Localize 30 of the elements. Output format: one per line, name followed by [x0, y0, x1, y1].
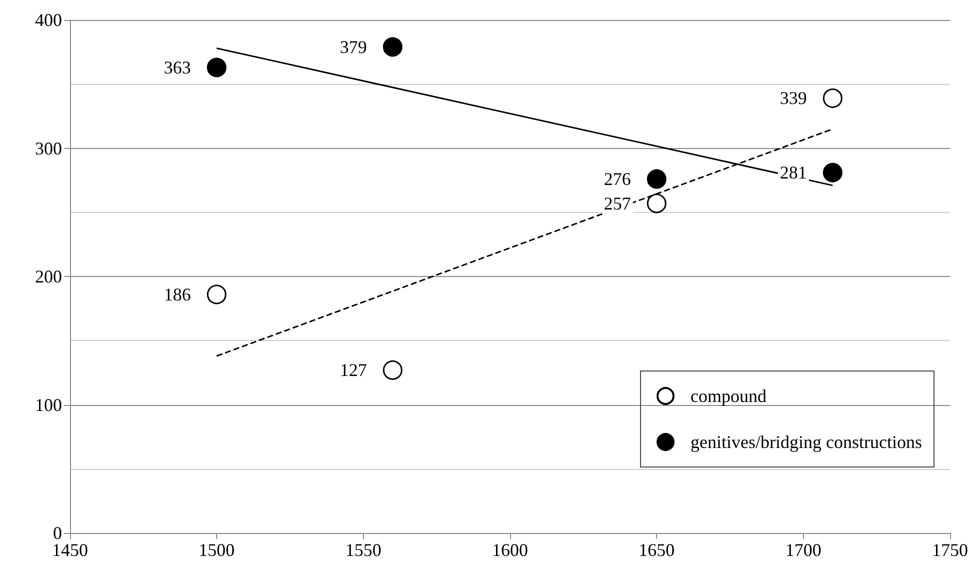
point — [382, 37, 402, 57]
point — [206, 58, 226, 78]
x-tick-label: 1700 — [785, 540, 822, 560]
data-label: 281 — [780, 162, 807, 183]
data-label: 257 — [604, 193, 631, 214]
x-tick-label: 1750 — [932, 540, 968, 560]
point — [822, 88, 842, 108]
x-tick-label: 1600 — [492, 540, 528, 560]
y-tick-label: 100 — [35, 394, 62, 415]
x-tick-label: 1450 — [52, 540, 88, 560]
y-tick-label: 400 — [35, 10, 62, 30]
data-label: 186 — [164, 284, 191, 304]
x-tick-label: 1500 — [198, 540, 235, 560]
data-label: 276 — [604, 169, 631, 190]
point — [646, 169, 666, 189]
x-tick-label: 1550 — [345, 540, 382, 560]
legend-label: compound — [690, 386, 767, 406]
y-tick-label: 300 — [35, 138, 62, 158]
point — [382, 360, 402, 380]
data-label: 379 — [340, 36, 367, 57]
y-tick-label: 200 — [35, 266, 62, 286]
legend-label: genitives/bridging constructions — [690, 432, 922, 452]
point — [822, 162, 842, 182]
y-tick-label: 0 — [53, 523, 62, 543]
point — [206, 284, 226, 304]
data-label: 363 — [164, 57, 191, 78]
data-label: 339 — [780, 88, 807, 108]
point — [646, 194, 666, 214]
x-tick-label: 1650 — [638, 540, 675, 560]
data-label: 127 — [340, 360, 367, 380]
